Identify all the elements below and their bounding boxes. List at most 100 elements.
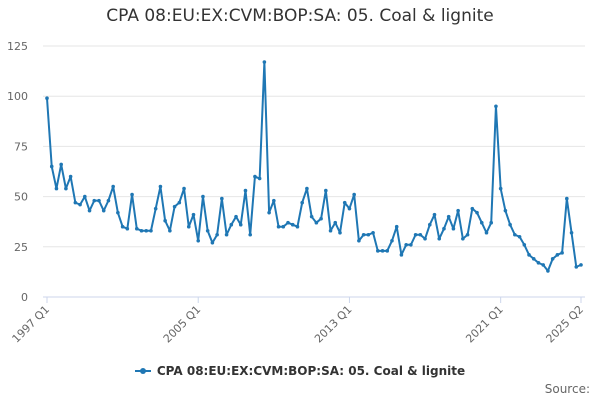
data-point[interactable] xyxy=(210,240,215,245)
data-point[interactable] xyxy=(205,228,210,233)
data-point[interactable] xyxy=(418,232,423,237)
data-point[interactable] xyxy=(215,232,219,237)
data-point[interactable] xyxy=(262,60,267,64)
data-point[interactable] xyxy=(442,226,446,231)
data-point[interactable] xyxy=(413,232,418,237)
data-point[interactable] xyxy=(49,164,54,169)
data-point[interactable] xyxy=(220,196,224,201)
data-point[interactable] xyxy=(432,212,437,217)
data-point[interactable] xyxy=(338,230,342,235)
data-point[interactable] xyxy=(290,222,295,227)
data-point[interactable] xyxy=(546,269,550,273)
data-point[interactable] xyxy=(267,210,271,215)
data-point[interactable] xyxy=(531,257,536,261)
data-point[interactable] xyxy=(489,220,494,225)
series-group[interactable] xyxy=(45,60,583,273)
data-point[interactable] xyxy=(399,253,404,257)
data-point[interactable] xyxy=(125,226,130,231)
data-point[interactable] xyxy=(186,224,191,229)
data-point[interactable] xyxy=(300,200,304,205)
data-point[interactable] xyxy=(527,253,531,257)
data-point[interactable] xyxy=(390,238,394,243)
data-point[interactable] xyxy=(437,236,442,241)
data-point[interactable] xyxy=(87,208,92,213)
data-point[interactable] xyxy=(503,208,508,213)
data-point[interactable] xyxy=(470,206,475,211)
data-point[interactable] xyxy=(498,186,503,191)
data-point[interactable] xyxy=(314,220,319,225)
data-point[interactable] xyxy=(182,186,186,191)
data-point[interactable] xyxy=(45,96,49,101)
data-point[interactable] xyxy=(376,249,380,253)
data-point[interactable] xyxy=(305,186,309,191)
data-point[interactable] xyxy=(248,232,252,237)
legend[interactable]: CPA 08:EU:EX:CVM:BOP:SA: 05. Coal & lign… xyxy=(0,364,600,378)
data-point[interactable] xyxy=(574,265,579,269)
data-point[interactable] xyxy=(324,188,328,193)
data-point[interactable] xyxy=(357,238,361,243)
data-point[interactable] xyxy=(456,208,460,213)
data-point[interactable] xyxy=(508,222,512,227)
data-point[interactable] xyxy=(366,232,371,237)
data-point[interactable] xyxy=(106,198,111,203)
data-point[interactable] xyxy=(475,210,479,215)
data-point[interactable] xyxy=(64,186,68,191)
data-point[interactable] xyxy=(342,200,347,205)
data-point[interactable] xyxy=(404,242,408,247)
data-point[interactable] xyxy=(352,192,356,197)
data-point[interactable] xyxy=(59,162,63,167)
data-point[interactable] xyxy=(253,174,257,179)
data-point[interactable] xyxy=(73,200,78,205)
data-point[interactable] xyxy=(158,184,163,189)
data-point[interactable] xyxy=(380,249,385,253)
data-point[interactable] xyxy=(243,188,248,193)
data-point[interactable] xyxy=(224,232,229,237)
data-point[interactable] xyxy=(54,186,59,191)
data-point[interactable] xyxy=(130,192,134,197)
data-point[interactable] xyxy=(451,226,456,231)
data-point[interactable] xyxy=(168,228,172,233)
data-point[interactable] xyxy=(234,214,238,219)
data-point[interactable] xyxy=(427,222,432,227)
data-point[interactable] xyxy=(309,214,314,219)
data-point[interactable] xyxy=(144,228,149,233)
data-point[interactable] xyxy=(409,242,413,247)
data-point[interactable] xyxy=(569,230,574,235)
data-point[interactable] xyxy=(111,184,115,189)
source-label[interactable]: Source: xyxy=(544,382,590,396)
data-point[interactable] xyxy=(423,236,427,241)
data-point[interactable] xyxy=(83,194,87,199)
data-point[interactable] xyxy=(196,238,201,243)
data-point[interactable] xyxy=(579,263,583,267)
data-point[interactable] xyxy=(116,210,120,215)
data-point[interactable] xyxy=(536,261,541,265)
data-point[interactable] xyxy=(101,208,106,213)
data-point[interactable] xyxy=(479,220,484,225)
data-point[interactable] xyxy=(328,228,333,233)
data-point[interactable] xyxy=(522,242,527,247)
data-point[interactable] xyxy=(371,230,375,235)
data-point[interactable] xyxy=(550,257,555,261)
data-point[interactable] xyxy=(272,198,276,203)
data-point[interactable] xyxy=(68,174,73,179)
data-point[interactable] xyxy=(134,226,139,231)
data-point[interactable] xyxy=(565,196,569,201)
data-point[interactable] xyxy=(149,228,153,233)
data-point[interactable] xyxy=(295,224,300,229)
data-point[interactable] xyxy=(394,224,399,229)
data-point[interactable] xyxy=(139,228,144,233)
data-point[interactable] xyxy=(541,263,545,267)
data-point[interactable] xyxy=(257,176,262,181)
data-point[interactable] xyxy=(229,222,234,227)
data-point[interactable] xyxy=(361,232,366,237)
data-point[interactable] xyxy=(97,198,101,203)
data-point[interactable] xyxy=(177,200,182,205)
data-point[interactable] xyxy=(333,220,338,225)
data-point[interactable] xyxy=(286,220,290,225)
data-point[interactable] xyxy=(385,249,390,253)
data-point[interactable] xyxy=(281,224,286,229)
data-point[interactable] xyxy=(517,234,522,239)
data-point[interactable] xyxy=(461,236,465,241)
data-point[interactable] xyxy=(560,251,564,255)
data-point[interactable] xyxy=(347,206,352,211)
